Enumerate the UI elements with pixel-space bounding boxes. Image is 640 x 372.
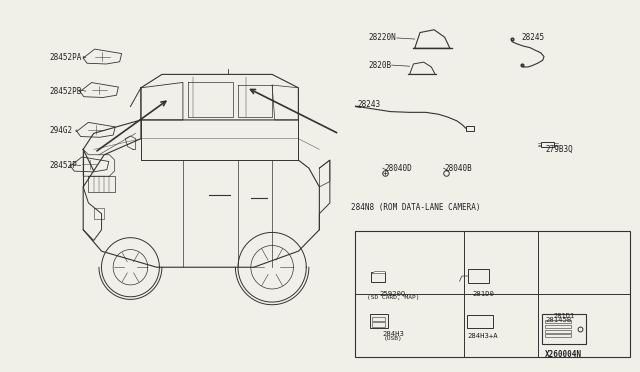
Text: 294G2: 294G2	[50, 126, 73, 135]
Text: 28452PB: 28452PB	[50, 87, 83, 96]
Polygon shape	[371, 272, 385, 273]
Bar	[371, 272, 385, 282]
Text: 28220N: 28220N	[368, 33, 396, 42]
Text: 28145B: 28145B	[545, 317, 572, 323]
Bar	[468, 269, 489, 283]
Text: (USB): (USB)	[383, 336, 403, 340]
Bar	[545, 325, 571, 328]
Text: 281D0: 281D0	[472, 291, 494, 297]
Bar	[545, 334, 571, 337]
Bar	[467, 315, 493, 328]
Text: 284N8 (ROM DATA-LANE CAMERA): 284N8 (ROM DATA-LANE CAMERA)	[351, 203, 481, 212]
Text: 28040B: 28040B	[445, 164, 472, 173]
Text: 28245: 28245	[522, 33, 545, 42]
Text: 281D1: 281D1	[554, 313, 575, 319]
Bar	[541, 142, 554, 147]
Bar	[542, 314, 586, 344]
Text: 28243: 28243	[357, 100, 380, 109]
Bar	[466, 126, 474, 131]
Bar	[370, 314, 388, 328]
Bar	[545, 330, 571, 333]
Bar	[372, 317, 385, 321]
Text: (SD CARD, MAP): (SD CARD, MAP)	[367, 295, 419, 299]
Text: 28040D: 28040D	[384, 164, 412, 173]
Text: 284H3+A: 284H3+A	[468, 333, 499, 339]
Text: 279B3Q: 279B3Q	[545, 145, 573, 154]
Text: 2820B: 2820B	[368, 61, 391, 70]
Text: 28452PA: 28452PA	[50, 53, 83, 62]
Text: 284H3: 284H3	[382, 331, 404, 337]
Text: 25920Q: 25920Q	[380, 290, 406, 296]
Text: X260004N: X260004N	[545, 350, 582, 359]
Bar	[545, 320, 571, 323]
Text: 28452P: 28452P	[50, 161, 77, 170]
Bar	[355, 231, 630, 357]
Bar	[372, 322, 385, 327]
